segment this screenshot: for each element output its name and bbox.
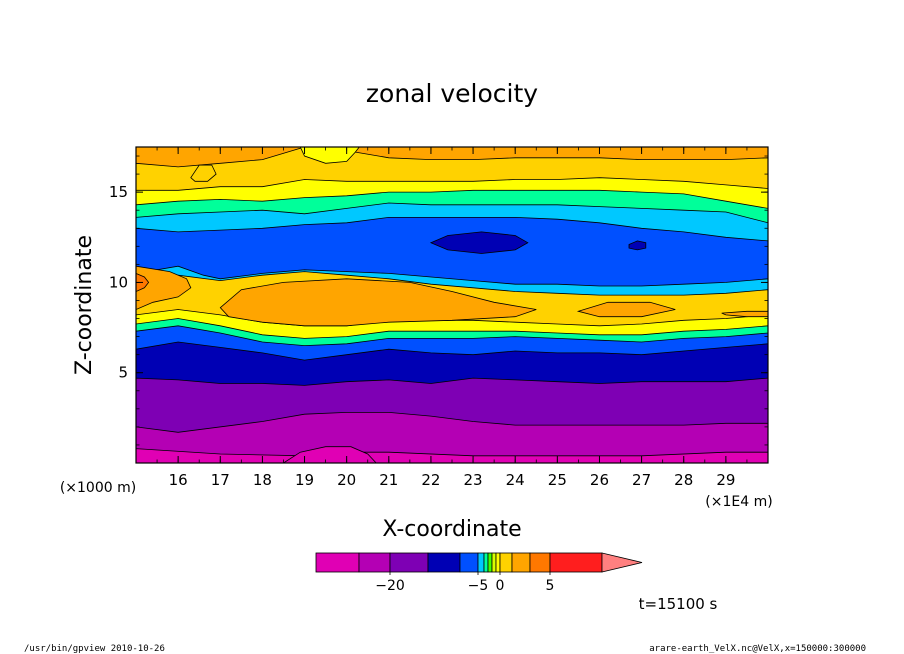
contour-band-purple-lower bbox=[136, 412, 768, 463]
x-tick-label: 23 bbox=[464, 471, 483, 489]
x-tick-label: 22 bbox=[421, 471, 440, 489]
colorbar-swatch bbox=[529, 552, 551, 573]
y-tick-label: 15 bbox=[109, 183, 128, 201]
time-label: t=15100 s bbox=[639, 595, 718, 613]
x-tick-label: 24 bbox=[506, 471, 525, 489]
x-tick-label: 19 bbox=[295, 471, 314, 489]
colorbar-swatch bbox=[358, 552, 391, 573]
x-axis-label: X-coordinate bbox=[382, 517, 521, 542]
colorbar-swatch bbox=[487, 552, 493, 573]
contour-blob-darkblue-core2 bbox=[628, 240, 647, 251]
colorbar-swatch bbox=[549, 552, 603, 573]
colorbar-label: −5 bbox=[468, 578, 489, 594]
contour-blob-orange-center bbox=[219, 278, 537, 327]
contour-blob-orange-left bbox=[136, 265, 192, 310]
x-tick-label: 18 bbox=[253, 471, 272, 489]
contour-blob-magenta-bump bbox=[282, 446, 377, 463]
x-tick-label: 27 bbox=[632, 471, 651, 489]
colorbar-swatch bbox=[477, 552, 485, 573]
y-unit-label: (×1000 m) bbox=[60, 480, 136, 496]
x-unit-label: (×1E4 m) bbox=[705, 494, 772, 510]
y-axis-label: Z-coordinate bbox=[72, 235, 97, 375]
colorbar-label: 5 bbox=[546, 578, 555, 594]
footer-left: /usr/bin/gpview 2010-10-26 bbox=[24, 644, 165, 654]
contour-blob-darkblue-core1 bbox=[429, 231, 529, 254]
x-tick-label: 21 bbox=[379, 471, 398, 489]
y-axis: 5 10 15 bbox=[109, 155, 768, 446]
x-tick-label: 26 bbox=[590, 471, 609, 489]
colorbar-swatch bbox=[389, 552, 429, 573]
footer-right: arare-earth_VelX.nc@VelX,x=150000:300000 bbox=[649, 644, 866, 654]
contour-blob-gold-island bbox=[190, 164, 217, 182]
plot-area bbox=[136, 147, 768, 463]
colorbar-swatch bbox=[315, 552, 360, 573]
x-tick-label: 17 bbox=[211, 471, 230, 489]
contour-blob-orange-right1 bbox=[576, 301, 676, 318]
y-tick-label: 5 bbox=[118, 364, 128, 382]
colorbar-label: −20 bbox=[375, 578, 405, 594]
contour-blob-orange-right2 bbox=[721, 310, 768, 318]
colorbar: −20 −5 0 5 bbox=[315, 552, 643, 594]
chart-title: zonal velocity bbox=[366, 79, 538, 108]
colorbar-swatch bbox=[483, 552, 489, 573]
x-axis: 16 17 18 19 20 21 22 23 24 25 26 27 28 29 bbox=[135, 147, 769, 489]
colorbar-label: 0 bbox=[496, 578, 505, 594]
x-tick-label: 28 bbox=[674, 471, 693, 489]
contour-blob-yellow-island bbox=[299, 147, 360, 164]
colorbar-swatch bbox=[511, 552, 531, 573]
colorbar-swatch bbox=[495, 552, 501, 573]
colorbar-swatch bbox=[459, 552, 479, 573]
colorbar-swatch bbox=[427, 552, 461, 573]
x-tick-label: 25 bbox=[548, 471, 567, 489]
y-tick-label: 10 bbox=[109, 273, 128, 291]
x-tick-label: 29 bbox=[716, 471, 735, 489]
x-tick-label: 16 bbox=[169, 471, 188, 489]
colorbar-extend-arrow bbox=[601, 552, 643, 573]
colorbar-swatch bbox=[491, 552, 497, 573]
x-tick-label: 20 bbox=[337, 471, 356, 489]
colorbar-swatch bbox=[499, 552, 513, 573]
